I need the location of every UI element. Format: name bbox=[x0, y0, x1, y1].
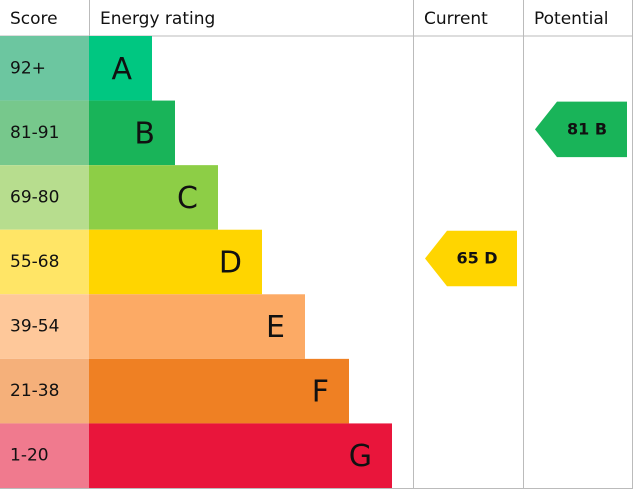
rating-letter: C bbox=[177, 181, 198, 216]
arrow-letter: D bbox=[484, 248, 497, 267]
potential-arrow: 81 B bbox=[535, 101, 627, 158]
arrow-label: 65 D bbox=[456, 248, 497, 267]
score-label: 39-54 bbox=[10, 317, 59, 337]
rating-bar bbox=[89, 358, 349, 424]
rating-bar bbox=[89, 294, 305, 359]
score-label: 92+ bbox=[10, 58, 46, 78]
rating-letter: F bbox=[312, 375, 329, 410]
arrow-shape bbox=[425, 230, 517, 287]
rating-bar bbox=[89, 36, 152, 101]
score-cell bbox=[0, 423, 89, 488]
score-label: 1-20 bbox=[10, 446, 49, 466]
rating-letter: A bbox=[111, 52, 132, 87]
score-cell bbox=[0, 358, 89, 424]
rating-bar bbox=[89, 423, 392, 488]
score-cell bbox=[0, 100, 89, 166]
current-arrow: 65 D bbox=[425, 230, 517, 287]
score-label: 81-91 bbox=[10, 123, 59, 143]
score-label: 55-68 bbox=[10, 252, 59, 272]
arrow-shape bbox=[535, 101, 627, 158]
arrow-label: 81 B bbox=[567, 119, 607, 138]
score-cell bbox=[0, 229, 89, 295]
rating-letter: E bbox=[266, 310, 285, 345]
score-cell bbox=[0, 165, 89, 230]
arrow-letter: B bbox=[595, 119, 607, 138]
score-label: 69-80 bbox=[10, 187, 59, 207]
header-potential: Potential bbox=[534, 9, 608, 29]
rating-bar bbox=[89, 165, 218, 230]
rating-letter: G bbox=[349, 439, 372, 474]
rating-bar bbox=[89, 100, 175, 166]
arrow-value: 81 bbox=[567, 119, 589, 138]
header-score: Score bbox=[10, 9, 58, 29]
score-cell bbox=[0, 36, 89, 101]
arrow-value: 65 bbox=[456, 248, 478, 267]
rating-bar bbox=[89, 229, 262, 295]
score-label: 21-38 bbox=[10, 381, 59, 401]
score-cell bbox=[0, 294, 89, 359]
rating-letter: B bbox=[134, 116, 155, 151]
header-current: Current bbox=[424, 9, 488, 29]
header-rating: Energy rating bbox=[100, 9, 215, 29]
rating-letter: D bbox=[219, 246, 242, 281]
